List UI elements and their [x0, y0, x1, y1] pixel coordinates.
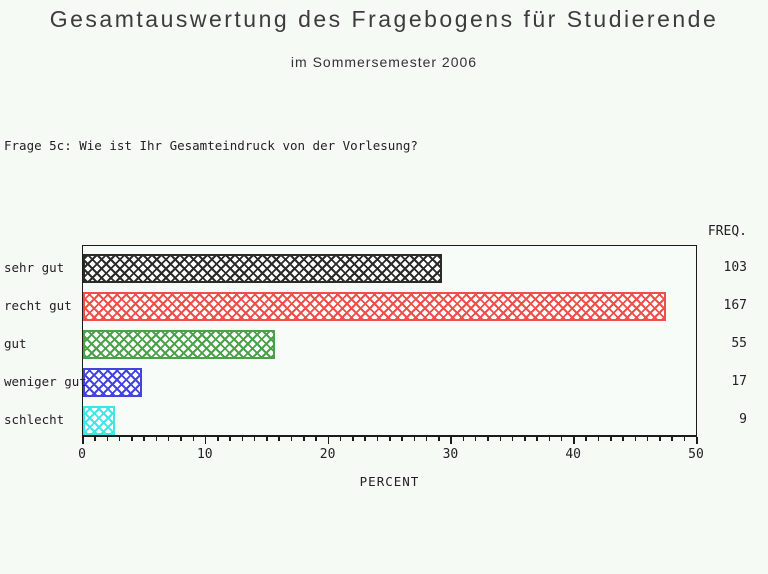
category-label: gut	[4, 335, 27, 351]
x-axis-minor-tick	[143, 437, 145, 441]
freq-value: 17	[731, 373, 747, 389]
category-label: recht gut	[4, 297, 72, 313]
x-axis-minor-tick	[622, 437, 624, 441]
x-axis-minor-tick	[94, 437, 96, 441]
x-axis-minor-tick	[511, 437, 514, 441]
bar-schlecht	[83, 406, 115, 435]
x-axis-minor-tick	[487, 437, 489, 441]
x-axis-ticks	[82, 437, 698, 445]
x-axis-minor-tick	[118, 437, 121, 441]
x-axis-minor-tick	[192, 437, 195, 441]
bar-recht-gut	[83, 292, 666, 321]
x-axis-major-tick	[204, 437, 207, 444]
category-label: weniger gut	[4, 373, 87, 389]
x-axis-minor-tick	[290, 437, 293, 441]
x-axis-minor-tick	[131, 437, 133, 441]
x-axis-minor-tick	[241, 437, 244, 441]
x-axis-tick-label: 40	[565, 447, 582, 462]
bar-gut	[83, 330, 275, 359]
freq-value: 9	[739, 411, 747, 427]
x-axis-label: PERCENT	[359, 474, 420, 489]
x-axis-minor-tick	[413, 437, 416, 441]
x-axis-minor-tick	[303, 437, 305, 441]
x-axis-minor-tick	[155, 437, 158, 441]
x-axis-minor-tick	[266, 437, 268, 441]
freq-value: 167	[723, 297, 747, 313]
x-axis-minor-tick	[462, 437, 465, 441]
x-axis-minor-tick	[229, 437, 231, 441]
bar-sehr-gut	[83, 254, 442, 283]
x-axis-minor-tick	[499, 437, 502, 441]
x-axis-minor-tick	[253, 437, 256, 441]
x-axis-minor-tick	[524, 437, 526, 441]
bar-weniger-gut	[83, 368, 142, 397]
x-axis-minor-tick	[376, 437, 379, 441]
category-label: sehr gut	[4, 259, 65, 275]
page-subtitle: im Sommersemester 2006	[290, 54, 478, 70]
x-axis-minor-tick	[180, 437, 182, 441]
x-axis-minor-tick	[585, 437, 587, 441]
x-axis-tick-label: 0	[78, 447, 86, 462]
x-axis-major-tick	[450, 437, 452, 444]
x-axis-major-tick	[82, 437, 84, 444]
x-axis-minor-tick	[425, 437, 428, 441]
x-axis-minor-tick	[352, 437, 354, 441]
x-axis-tick-label: 50	[688, 447, 704, 462]
x-axis-tick-label: 10	[196, 447, 213, 462]
x-axis-tick-label: 30	[442, 447, 459, 462]
x-axis-minor-tick	[401, 437, 403, 441]
x-axis-minor-tick	[646, 437, 649, 441]
freq-column-header: FREQ.	[707, 224, 747, 239]
freq-value: 55	[731, 335, 747, 351]
x-axis-major-tick	[573, 437, 575, 444]
x-axis-minor-tick	[167, 437, 170, 441]
freq-value: 103	[723, 259, 747, 275]
x-axis-minor-tick	[339, 437, 342, 441]
x-axis-minor-tick	[217, 437, 219, 441]
x-axis-major-tick	[327, 437, 330, 444]
x-axis-minor-tick	[536, 437, 538, 441]
x-axis-tick-label: 20	[319, 447, 336, 462]
x-axis-minor-tick	[634, 437, 637, 441]
x-axis-minor-tick	[474, 437, 477, 441]
x-axis-major-tick	[696, 437, 698, 444]
x-axis-minor-tick	[610, 437, 612, 441]
x-axis-minor-tick	[659, 437, 661, 441]
x-axis-minor-tick	[597, 437, 600, 441]
x-axis-minor-tick	[278, 437, 280, 441]
x-axis-minor-tick	[671, 437, 673, 441]
page-title: Gesamtauswertung des Fragebogens für Stu…	[49, 6, 719, 32]
x-axis-minor-tick	[560, 437, 563, 441]
category-label: schlecht	[4, 411, 65, 427]
x-axis-minor-tick	[389, 437, 391, 441]
x-axis-minor-tick	[364, 437, 366, 441]
bar-chart-plot-area	[82, 245, 697, 437]
x-axis-minor-tick	[315, 437, 317, 441]
x-axis-minor-tick	[683, 437, 686, 441]
x-axis-minor-tick	[106, 437, 109, 441]
question-text: Frage 5c: Wie ist Ihr Gesamteindruck von…	[4, 138, 418, 153]
x-axis-tick-labels: 0 10 20 30 40 50	[78, 447, 704, 463]
x-axis-minor-tick	[438, 437, 440, 441]
x-axis-minor-tick	[548, 437, 551, 441]
